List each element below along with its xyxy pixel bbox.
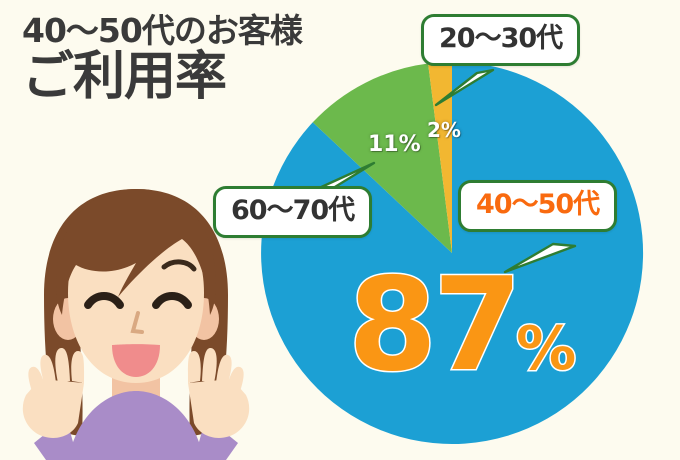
headline-percentage-unit: % (515, 314, 578, 384)
slice-label-20-30: 2% (427, 118, 461, 142)
pie-slice-60-70 (312, 63, 452, 253)
headline-percentage-value: 87 (346, 251, 523, 400)
eye-right-shape (152, 292, 192, 309)
headline-percentage: 87 % (346, 251, 578, 400)
character-illustration (22, 189, 250, 460)
title-block: 40〜50代のお客様 ご利用率 (22, 11, 303, 107)
slice-label-60-70: 11% (368, 132, 421, 157)
hand-right-shape (187, 347, 250, 438)
eye-left-shape (84, 292, 124, 309)
shirt-shape (68, 391, 204, 460)
callout-60-70[interactable]: 60〜70代 (213, 186, 373, 238)
eyebrow-right-shape (161, 259, 197, 272)
callout-20-30[interactable]: 20〜30代 (421, 14, 581, 66)
mouth-shape (112, 344, 160, 377)
pie-slice-40-50 (261, 61, 644, 444)
page-title: ご利用率 (22, 46, 227, 107)
callout-40-50[interactable]: 40〜50代 (458, 180, 618, 232)
hair-front-shape (56, 189, 216, 315)
pie-slice-20-30 (428, 62, 452, 253)
nose-shape (130, 311, 144, 334)
title-line-1: 40〜50代のお客様 (22, 11, 303, 50)
hand-left-shape (22, 347, 85, 438)
